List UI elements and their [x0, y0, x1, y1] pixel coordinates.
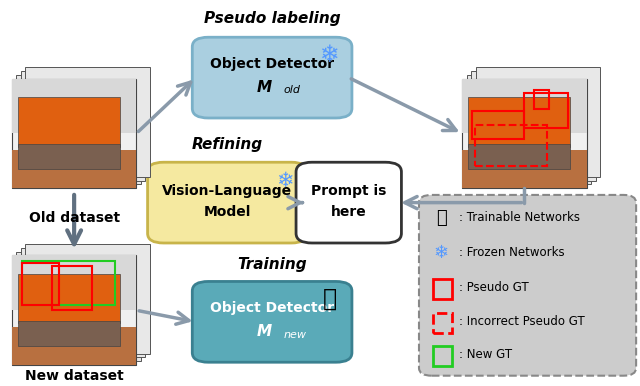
Bar	[433, 346, 452, 366]
Bar	[462, 150, 587, 188]
Bar	[534, 90, 549, 109]
Bar	[468, 97, 570, 147]
Bar	[462, 79, 587, 134]
Bar	[21, 71, 145, 181]
Bar	[18, 144, 120, 169]
Text: New dataset: New dataset	[25, 369, 124, 383]
Bar	[12, 150, 136, 188]
FancyBboxPatch shape	[192, 37, 352, 118]
Bar	[467, 75, 591, 185]
Bar	[26, 244, 150, 354]
Bar	[21, 248, 145, 357]
Text: : Frozen Networks: : Frozen Networks	[459, 246, 564, 259]
Text: M: M	[257, 324, 272, 339]
Bar	[471, 71, 596, 181]
Text: Object Detector: Object Detector	[210, 301, 334, 315]
Bar	[476, 67, 600, 177]
Bar	[12, 256, 136, 365]
Text: here: here	[331, 205, 367, 219]
Text: Object Detector: Object Detector	[210, 57, 334, 71]
Bar	[462, 79, 587, 188]
Bar	[12, 79, 136, 134]
Text: old: old	[284, 85, 301, 95]
FancyBboxPatch shape	[419, 195, 636, 376]
Bar	[472, 112, 524, 139]
Bar	[433, 313, 452, 334]
Bar	[18, 97, 120, 147]
Text: M: M	[257, 80, 272, 95]
Text: : Pseudo GT: : Pseudo GT	[459, 281, 529, 294]
Bar	[22, 261, 115, 305]
Bar	[12, 327, 136, 365]
FancyBboxPatch shape	[296, 162, 401, 243]
Text: : New GT: : New GT	[459, 348, 512, 361]
Text: : Incorrect Pseudo GT: : Incorrect Pseudo GT	[459, 315, 584, 328]
Bar	[462, 79, 587, 188]
FancyBboxPatch shape	[148, 162, 307, 243]
Text: ❄: ❄	[320, 42, 339, 66]
Text: Model: Model	[204, 205, 251, 219]
Text: Prompt is: Prompt is	[311, 184, 387, 198]
Text: Pseudo labeling: Pseudo labeling	[204, 10, 340, 25]
Text: ❄: ❄	[276, 171, 294, 191]
Text: ❄: ❄	[434, 244, 449, 262]
Bar	[18, 274, 120, 323]
Bar	[22, 263, 59, 305]
Bar	[468, 144, 570, 169]
Bar	[12, 256, 136, 365]
Bar	[52, 266, 92, 310]
Bar	[12, 256, 136, 310]
Text: 🔥: 🔥	[323, 287, 337, 311]
Bar	[26, 67, 150, 177]
Text: Training: Training	[237, 257, 307, 272]
Bar	[524, 93, 568, 128]
Bar	[17, 252, 141, 361]
Text: Vision-Language: Vision-Language	[163, 184, 292, 198]
Text: 🔥: 🔥	[436, 209, 447, 227]
Bar	[474, 125, 547, 166]
Text: Old dataset: Old dataset	[29, 211, 120, 225]
Bar	[433, 279, 452, 299]
Bar	[12, 79, 136, 188]
Bar	[17, 75, 141, 185]
FancyBboxPatch shape	[192, 281, 352, 362]
Text: new: new	[284, 330, 307, 340]
Text: Refining: Refining	[192, 137, 263, 152]
Bar	[18, 321, 120, 345]
Bar	[12, 79, 136, 188]
Text: : Trainable Networks: : Trainable Networks	[459, 212, 580, 225]
